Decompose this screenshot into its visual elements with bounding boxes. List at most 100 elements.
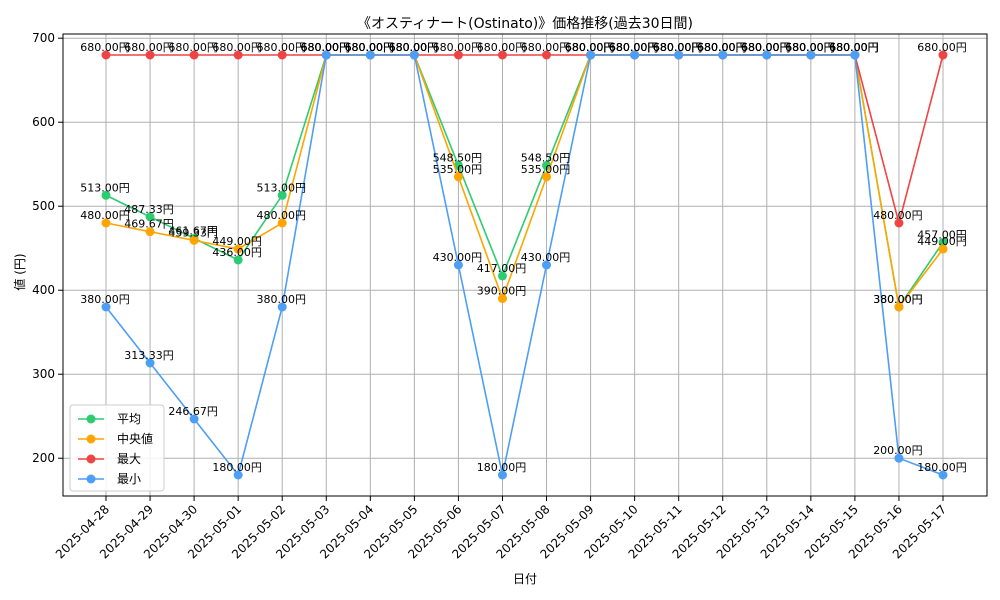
data-label: 680.00円 — [697, 41, 747, 54]
data-label: 680.00円 — [741, 41, 791, 54]
data-label: 680.00円 — [653, 41, 703, 54]
data-point — [145, 50, 155, 60]
legend-label: 最小 — [117, 472, 141, 486]
data-label: 459.33円 — [168, 226, 218, 239]
data-label: 680.00円 — [301, 41, 351, 54]
data-point — [542, 172, 552, 182]
data-label: 680.00円 — [477, 41, 527, 54]
data-point — [277, 50, 287, 60]
y-tick-label: 600 — [32, 115, 55, 129]
data-point — [938, 237, 948, 247]
data-label-layer: 513.00円 487.33円 461.67円 436.00円 513.00円 680.0… — [80, 41, 967, 474]
data-label: 680.00円 — [785, 41, 835, 54]
data-label: 680.00円 — [741, 41, 791, 54]
data-label: 680.00円 — [389, 41, 439, 54]
data-point — [189, 414, 199, 424]
data-point — [542, 160, 552, 170]
y-axis-label: 値 (円) — [12, 253, 27, 290]
data-label: 680.00円 — [917, 41, 967, 54]
data-label: 457.00円 — [917, 228, 967, 241]
data-label: 680.00円 — [829, 41, 879, 54]
data-label: 680.00円 — [345, 41, 395, 54]
data-point — [321, 50, 331, 60]
data-label: 680.00円 — [653, 41, 703, 54]
data-label: 680.00円 — [829, 41, 879, 54]
data-point — [189, 235, 199, 245]
data-point — [542, 260, 552, 270]
y-tick-label: 400 — [32, 283, 55, 297]
grid-lines — [63, 34, 987, 496]
data-point — [630, 50, 640, 60]
data-point — [277, 302, 287, 312]
data-label: 680.00円 — [301, 41, 351, 54]
data-label: 680.00円 — [80, 41, 130, 54]
y-axis: 200 300 400 500 600 700 — [32, 31, 63, 465]
data-label: 680.00円 — [697, 41, 747, 54]
data-label: 680.00円 — [565, 41, 615, 54]
data-label: 430.00円 — [521, 251, 571, 264]
data-label: 680.00円 — [609, 41, 659, 54]
legend-marker — [86, 434, 96, 444]
data-label: 680.00円 — [124, 41, 174, 54]
series-最大 — [101, 50, 948, 228]
data-label: 680.00円 — [741, 41, 791, 54]
data-point — [277, 218, 287, 228]
data-label: 680.00円 — [741, 41, 791, 54]
data-label: 680.00円 — [697, 41, 747, 54]
data-point — [850, 50, 860, 60]
data-label: 461.67円 — [168, 224, 218, 237]
data-label: 680.00円 — [653, 41, 703, 54]
data-point — [497, 470, 507, 480]
data-label: 180.00円 — [917, 461, 967, 474]
data-point — [453, 50, 463, 60]
series-最小 — [101, 50, 948, 480]
x-axis: 2025-04-282025-04-292025-04-302025-05-01… — [53, 496, 949, 561]
legend-marker — [86, 414, 96, 424]
data-label: 680.00円 — [256, 41, 306, 54]
series-layer — [101, 50, 948, 480]
data-label: 380.00円 — [873, 293, 923, 306]
data-point — [674, 50, 684, 60]
data-label: 480.00円 — [80, 209, 130, 222]
data-label: 313.33円 — [124, 349, 174, 362]
data-label: 680.00円 — [785, 41, 835, 54]
data-point — [453, 160, 463, 170]
data-point — [586, 50, 596, 60]
data-point — [101, 302, 111, 312]
data-point — [806, 50, 816, 60]
legend-label: 最大 — [117, 452, 141, 466]
data-label: 680.00円 — [829, 41, 879, 54]
data-label: 380.00円 — [80, 293, 130, 306]
data-point — [233, 470, 243, 480]
data-label: 430.00円 — [433, 251, 483, 264]
legend-marker — [86, 474, 96, 484]
data-point — [365, 50, 375, 60]
data-label: 680.00円 — [389, 41, 439, 54]
data-label: 680.00円 — [609, 41, 659, 54]
legend-label: 平均 — [117, 412, 141, 426]
data-label: 680.00円 — [389, 41, 439, 54]
data-point — [233, 244, 243, 254]
data-label: 380.00円 — [873, 293, 923, 306]
data-point — [101, 190, 111, 200]
data-label: 680.00円 — [565, 41, 615, 54]
data-point — [189, 50, 199, 60]
data-label: 390.00円 — [477, 285, 527, 298]
y-tick-label: 700 — [32, 31, 55, 45]
chart-title: 《オスティナート(Ostinato)》価格推移(過去30日間) — [357, 16, 693, 32]
data-label: 680.00円 — [565, 41, 615, 54]
data-label: 513.00円 — [256, 181, 306, 194]
data-point — [718, 50, 728, 60]
data-label: 680.00円 — [345, 41, 395, 54]
data-label: 680.00円 — [345, 41, 395, 54]
data-point — [894, 218, 904, 228]
data-label: 548.50円 — [521, 151, 571, 164]
x-axis-label: 日付 — [513, 572, 537, 586]
data-label: 535.00円 — [521, 163, 571, 176]
data-label: 180.00円 — [212, 461, 262, 474]
data-point — [145, 212, 155, 222]
data-point — [409, 50, 419, 60]
data-label: 548.50円 — [433, 151, 483, 164]
data-point — [101, 50, 111, 60]
